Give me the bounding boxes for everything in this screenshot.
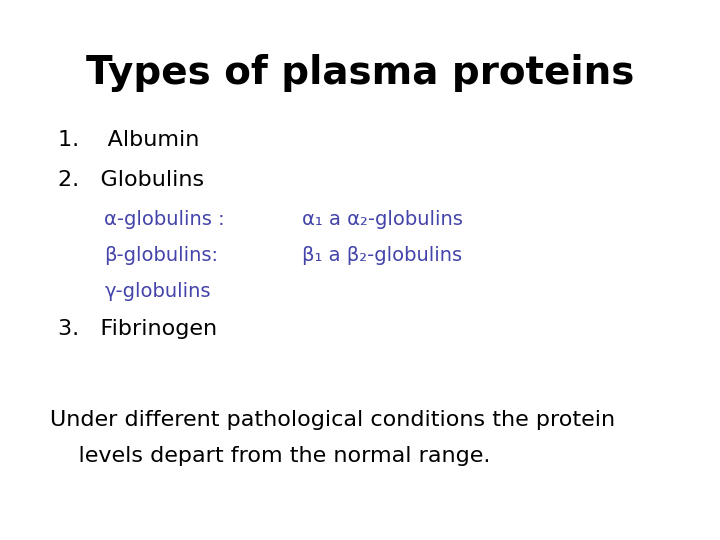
Text: γ-globulins: γ-globulins xyxy=(104,282,211,301)
Text: α₁ a α₂-globulins: α₁ a α₂-globulins xyxy=(302,210,463,228)
Text: 3.   Fibrinogen: 3. Fibrinogen xyxy=(58,319,217,339)
Text: 1.    Albumin: 1. Albumin xyxy=(58,130,199,150)
Text: 2.   Globulins: 2. Globulins xyxy=(58,170,204,190)
Text: β₁ a β₂-globulins: β₁ a β₂-globulins xyxy=(302,246,462,265)
Text: α-globulins :: α-globulins : xyxy=(104,210,225,228)
Text: levels depart from the normal range.: levels depart from the normal range. xyxy=(50,446,491,465)
Text: Types of plasma proteins: Types of plasma proteins xyxy=(86,54,634,92)
Text: β-globulins:: β-globulins: xyxy=(104,246,218,265)
Text: Under different pathological conditions the protein: Under different pathological conditions … xyxy=(50,410,616,430)
